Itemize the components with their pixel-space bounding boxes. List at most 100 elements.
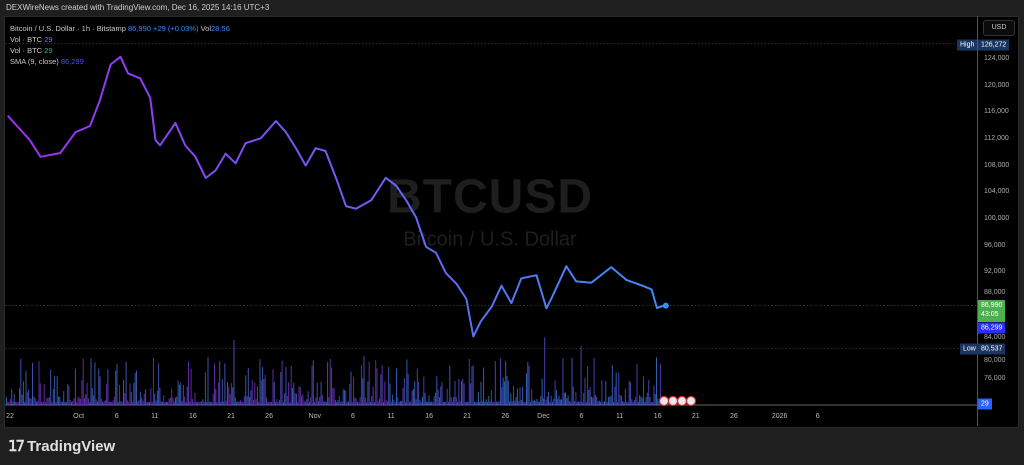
volume-bar [588,390,590,405]
us-flag-event-icon[interactable] [676,395,688,407]
currency-button[interactable]: USD [983,20,1015,36]
legend-symbol-row[interactable]: Bitcoin / U.S. Dollar · 1h · Bitstamp 86… [10,23,230,34]
volume-bar [505,361,507,405]
volume-bar [221,379,223,405]
volume-bar [250,390,252,405]
volume-bar [137,401,139,405]
volume-bar [479,401,481,405]
chart-panel[interactable] [4,16,1019,428]
volume-bar [59,396,61,405]
volume-bar [292,388,293,405]
volume-bar [483,367,485,405]
volume-bar [295,393,297,405]
volume-bar [107,369,109,405]
volume-bar [424,392,426,405]
volume-bar [598,400,600,405]
us-flag-event-icon[interactable] [667,395,679,407]
volume-bar [494,361,496,405]
volume-bar [355,398,357,405]
volume-bar [302,393,304,405]
volume-bar [549,401,551,405]
volume-bar [565,392,566,405]
volume-bar [238,401,240,405]
volume-bar [579,401,581,405]
volume-bar [358,401,360,405]
price-axis-label: 108,000 [984,161,1010,169]
volume-bar [54,376,56,405]
volume-bar [269,402,271,405]
volume-bar [246,396,248,405]
legend-vol-label: Vol [200,24,211,33]
volume-bar [425,401,427,405]
volume-bar [375,359,377,405]
volume-bar [454,381,456,405]
volume-bar [165,401,167,405]
volume-bar [653,385,655,405]
volume-bar [654,393,656,405]
volume-bar [541,378,543,405]
volume-bar [461,380,462,405]
volume-bar [242,401,244,405]
legend-volume-2[interactable]: Vol · BTC 29 [10,45,230,56]
volume-bar [606,401,608,405]
volume-bar [84,398,85,405]
volume-bar [39,383,41,405]
volume-bar [181,400,183,405]
volume-bar [93,395,95,405]
volume-bar [591,396,592,405]
volume-bar [98,368,100,405]
volume-bar [258,401,260,405]
volume-bar [45,401,46,405]
volume-bar [24,401,26,405]
volume-bar [320,381,322,405]
us-flag-event-icon[interactable] [658,395,670,407]
volume-bar [263,378,265,405]
volume-bar [631,399,633,405]
time-axis-label: 22 [6,413,14,420]
volume-bar [136,370,137,405]
us-flag-event-icon[interactable] [685,395,697,407]
volume-bar [71,401,72,405]
volume-bar [622,401,624,405]
legend-vol-value: 28.56 [211,24,230,33]
volume-bar [459,401,461,405]
volume-bar [126,400,128,405]
volume-bar [290,365,292,405]
volume-bar [6,396,7,405]
volume-bar [266,397,267,405]
volume-bar [594,395,596,405]
volume-bar [633,400,635,405]
volume-bar [130,391,132,405]
volume-bar [657,398,659,405]
volume-bar [63,391,65,405]
volume-bar [500,358,501,405]
volume-bar [113,396,115,405]
volume-bar [21,394,23,405]
volume-bar [496,401,498,405]
volume-bar [592,397,594,405]
volume-bar [602,401,604,405]
volume-bar [219,361,221,405]
legend-volume-1[interactable]: Vol · BTC 29 [10,34,230,45]
volume-bar [410,401,412,405]
volume-bar [336,401,338,405]
legend-symbol: Bitcoin / U.S. Dollar · 1h · Bitstamp [10,24,126,33]
volume-bar [448,401,449,405]
sma-price-tag: 86,299 [978,322,1006,334]
volume-bar [77,396,79,405]
volume-bar [185,401,187,405]
volume-bar [470,383,472,405]
last-price-tag: 86,990 43:05 [978,300,1006,322]
volume-bar [493,401,495,405]
volume-bar [194,392,196,405]
volume-bar [256,386,258,405]
volume-bar [33,396,35,405]
volume-bar [519,387,521,405]
volume-bar [134,372,136,405]
volume-bar [282,401,284,405]
volume-bar [449,365,451,405]
tradingview-logo[interactable]: 𝟣𝟩 TradingView [8,437,115,456]
volume-bar [402,387,404,405]
legend-sma[interactable]: SMA (9, close) 86,299 [10,56,230,67]
